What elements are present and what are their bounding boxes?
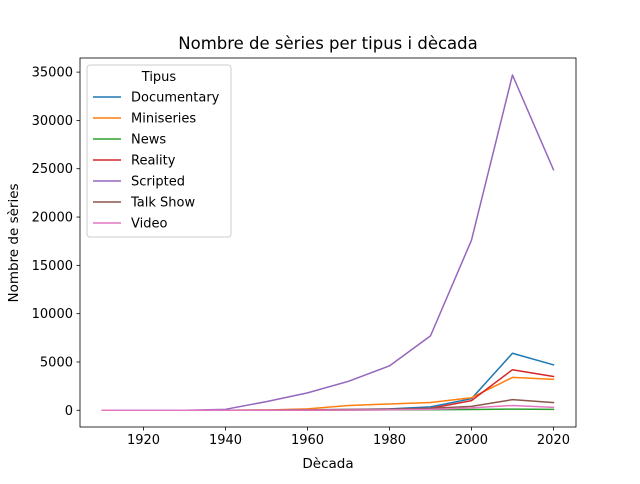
chart-title: Nombre de sèries per tipus i dècada (178, 34, 477, 53)
x-tick-label: 1960 (291, 433, 324, 448)
x-tick-label: 1920 (127, 433, 160, 448)
y-tick-label: 0 (65, 404, 73, 419)
series-layer (101, 74, 555, 412)
x-tick-label: 1980 (373, 433, 406, 448)
y-tick-label: 20000 (32, 211, 73, 226)
series-line-video (101, 404, 555, 412)
y-tick-label: 10000 (32, 307, 73, 322)
y-tick-label: 30000 (32, 114, 73, 129)
legend-label-miniseries: Miniseries (131, 112, 196, 127)
x-tick-label: 2000 (455, 433, 488, 448)
plot-frame (79, 57, 577, 428)
legend-title: Tipus (141, 70, 177, 85)
legend: Tipus Documentary Miniseries News Reality Sc… (86, 64, 232, 238)
legend-label-news: News (131, 133, 166, 148)
y-tick-label: 35000 (32, 66, 73, 81)
y-tick-label: 5000 (40, 355, 73, 370)
legend-label-talk-show: Talk Show (130, 196, 195, 211)
y-axis-label: Nombre de sèries (6, 183, 22, 302)
axes: 1920 1940 1960 1980 2000 2020 0 5000 10000 15000 2… (32, 57, 577, 448)
x-tick-label: 1940 (209, 433, 242, 448)
y-tick-label: 25000 (32, 162, 73, 177)
legend-items: Documentary Miniseries News Reality Scripted… (93, 91, 220, 232)
legend-label-video: Video (131, 217, 167, 232)
legend-label-documentary: Documentary (131, 91, 220, 106)
legend-box (86, 64, 232, 238)
legend-label-scripted: Scripted (131, 175, 185, 190)
y-tick-label: 15000 (32, 259, 73, 274)
x-tick-label: 2020 (537, 433, 570, 448)
x-axis-label: Dècada (302, 456, 353, 472)
legend-label-reality: Reality (131, 154, 176, 169)
